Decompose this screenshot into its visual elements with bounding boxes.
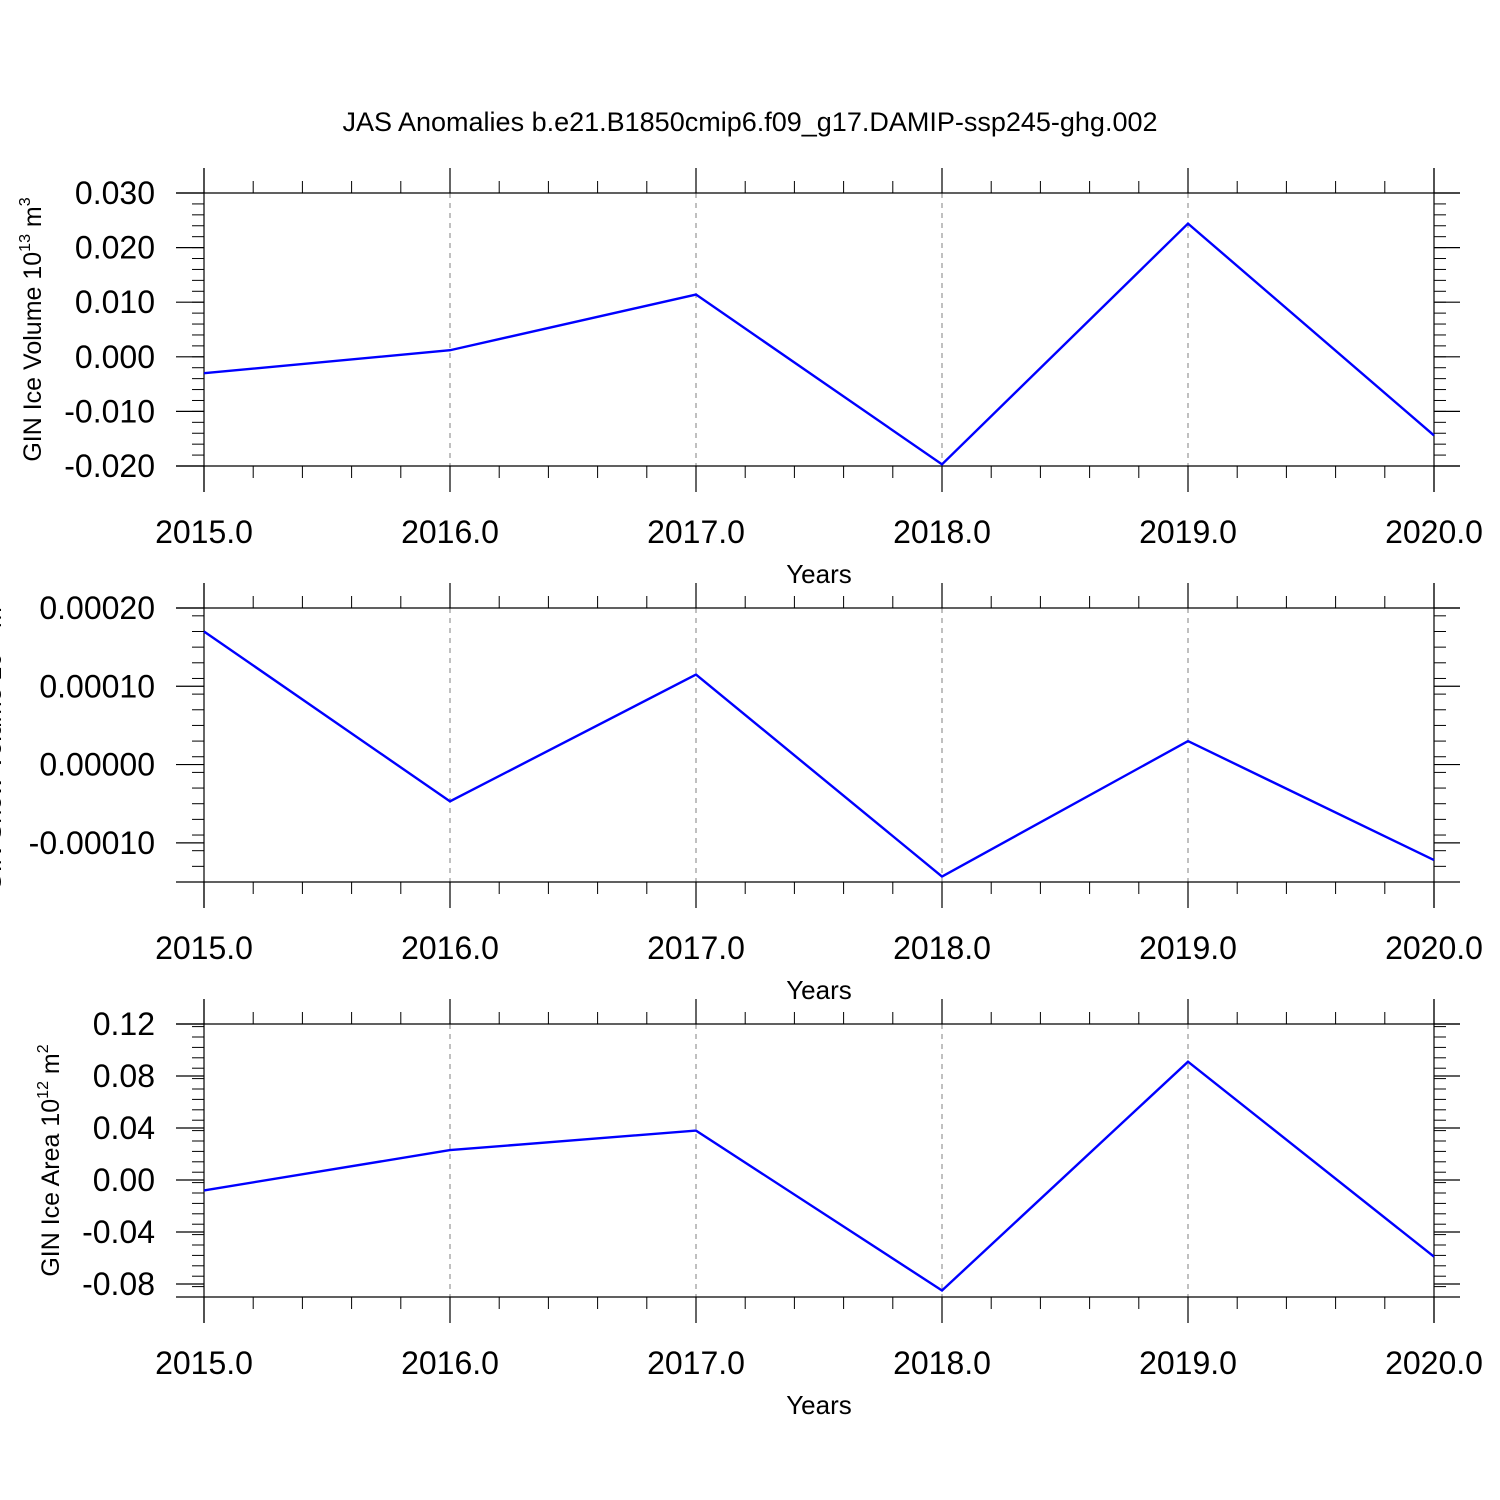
- y-axis-label: GIN Ice Area 1012 m2: [35, 1044, 65, 1276]
- x-axis-label: Years: [786, 975, 852, 1005]
- x-tick-label: 2017.0: [647, 1345, 745, 1381]
- x-tick-label: 2018.0: [893, 514, 991, 550]
- y-tick-label: 0.000: [75, 339, 155, 375]
- x-tick-label: 2015.0: [155, 514, 253, 550]
- x-tick-label: 2018.0: [893, 930, 991, 966]
- chart-panel-2: 0.00020 0.00010 0.00000 -0.00010 2015.0 2016.…: [0, 583, 1483, 1005]
- series-line: [203, 221, 1435, 466]
- x-tick-label: 2016.0: [401, 1345, 499, 1381]
- x-tick-label: 2015.0: [155, 930, 253, 966]
- y-tick-label: -0.04: [82, 1214, 155, 1250]
- x-tick-label: 2019.0: [1139, 514, 1237, 550]
- y-tick-label: 0.00: [93, 1162, 155, 1198]
- x-tick-label: 2018.0: [893, 1345, 991, 1381]
- x-axis-label: Years: [786, 1390, 852, 1420]
- figure-title: JAS Anomalies b.e21.B1850cmip6.f09_g17.D…: [342, 107, 1157, 137]
- y-axis-label: GIN Snow Volume 1013 m3: [0, 598, 7, 892]
- x-tick-label: 2016.0: [401, 514, 499, 550]
- series-line: [203, 630, 1435, 878]
- x-tick-label: 2019.0: [1139, 1345, 1237, 1381]
- x-tick-label: 2017.0: [647, 514, 745, 550]
- y-tick-label: 0.08: [93, 1058, 155, 1094]
- y-tick-label: -0.08: [82, 1266, 155, 1302]
- y-tick-label: 0.00000: [39, 747, 155, 783]
- y-tick-label: -0.00010: [29, 825, 155, 861]
- series-line: [203, 1060, 1435, 1293]
- y-tick-label: 0.00020: [39, 590, 155, 626]
- y-tick-label: 0.030: [75, 175, 155, 211]
- x-tick-label: 2019.0: [1139, 930, 1237, 966]
- x-tick-label: 2017.0: [647, 930, 745, 966]
- y-axis-label: GIN Ice Volume 1013 m3: [17, 197, 47, 461]
- y-tick-label: -0.020: [64, 448, 155, 484]
- y-tick-label: 0.010: [75, 284, 155, 320]
- y-tick-label: 0.04: [93, 1110, 155, 1146]
- y-tick-label: 0.020: [75, 230, 155, 266]
- chart-panel-3: 0.12 0.08 0.04 0.00 -0.04 -0.08 2015.0 2016.0 20…: [35, 999, 1483, 1420]
- y-tick-label: 0.12: [93, 1006, 155, 1042]
- x-tick-label: 2015.0: [155, 1345, 253, 1381]
- x-tick-label: 2020.0: [1385, 930, 1483, 966]
- y-tick-label: -0.010: [64, 393, 155, 429]
- x-tick-label: 2020.0: [1385, 514, 1483, 550]
- y-tick-label: 0.00010: [39, 668, 155, 704]
- x-tick-label: 2016.0: [401, 930, 499, 966]
- x-axis-label: Years: [786, 559, 852, 589]
- x-tick-label: 2020.0: [1385, 1345, 1483, 1381]
